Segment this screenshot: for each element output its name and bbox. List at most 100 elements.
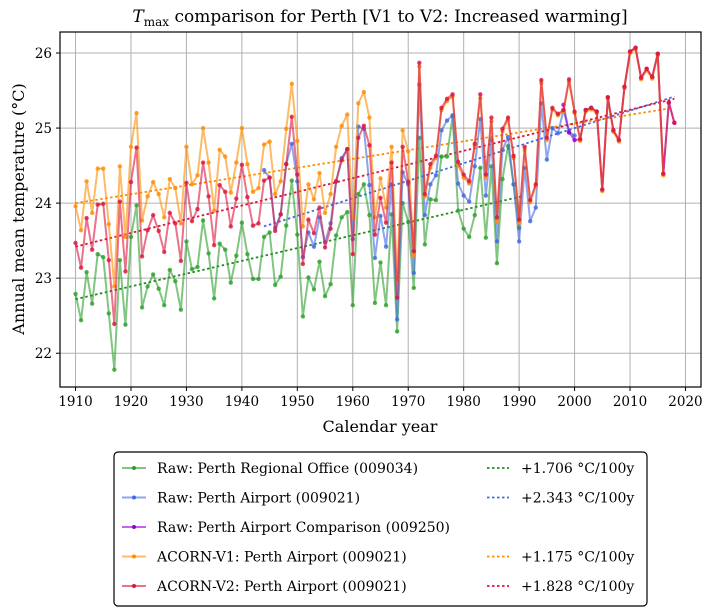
data-point [256, 276, 261, 282]
trend-line-1 [263, 95, 675, 228]
legend-label: Raw: Perth Airport Comparison (009250) [157, 520, 450, 536]
data-point [112, 367, 117, 372]
data-point [322, 245, 328, 250]
data-point [339, 215, 344, 220]
data-point [389, 144, 394, 150]
data-point [300, 224, 306, 229]
data-point [289, 141, 294, 147]
data-point [467, 234, 472, 240]
data-point [455, 208, 461, 213]
data-point [234, 196, 239, 201]
data-point [483, 235, 489, 240]
data-point [245, 194, 250, 200]
data-point [195, 206, 200, 212]
data-point [478, 165, 483, 171]
data-point [461, 193, 466, 198]
data-point [200, 218, 206, 223]
data-point [134, 203, 139, 208]
data-point [284, 161, 289, 167]
data-point [317, 259, 322, 264]
data-point [189, 182, 195, 187]
data-point [494, 219, 500, 225]
data-point [145, 194, 150, 199]
data-point [300, 261, 306, 267]
legend-marker [132, 554, 136, 559]
data-point [633, 45, 638, 50]
data-point [406, 219, 411, 225]
data-point [95, 166, 100, 171]
data-point [311, 244, 317, 249]
data-point [256, 221, 261, 226]
data-point [417, 60, 422, 65]
data-point [78, 318, 84, 323]
data-point [156, 228, 161, 234]
data-point [422, 212, 428, 218]
data-point [345, 209, 350, 215]
data-point [638, 75, 644, 80]
data-point [278, 179, 283, 184]
data-point [173, 278, 178, 284]
data-point [406, 149, 411, 154]
data-point [467, 179, 472, 184]
data-point [95, 251, 100, 257]
data-point [372, 232, 378, 237]
data-point [289, 81, 294, 86]
data-point [217, 241, 222, 246]
data-point [577, 137, 583, 142]
data-point [400, 144, 405, 150]
data-point [284, 223, 289, 228]
data-point [73, 240, 78, 246]
y-ticks: 22 23 24 25 26 [35, 46, 60, 362]
data-point [339, 123, 344, 129]
data-point [572, 109, 577, 114]
data-point [356, 135, 361, 141]
title-t: T [132, 7, 145, 27]
x-tick-label: 2000 [557, 394, 591, 410]
data-point [627, 49, 633, 54]
data-point [356, 101, 361, 106]
data-point [256, 185, 261, 191]
data-point [211, 208, 217, 213]
data-point [156, 191, 161, 197]
data-point [206, 251, 211, 256]
data-point [239, 125, 245, 131]
x-tick-label: 2020 [668, 394, 702, 410]
data-point [128, 234, 134, 240]
data-point [516, 239, 522, 244]
data-point [78, 227, 84, 233]
data-point [195, 173, 200, 178]
trend-lines [75, 95, 675, 301]
data-point [250, 189, 256, 195]
data-point [239, 220, 245, 225]
data-point [572, 133, 577, 138]
data-point [372, 300, 378, 306]
data-point [450, 92, 455, 97]
data-point [167, 267, 172, 273]
data-point [483, 193, 489, 198]
data-point [101, 254, 106, 260]
data-point [123, 322, 128, 327]
data-point [267, 175, 272, 180]
data-point [123, 269, 128, 274]
data-point [439, 154, 444, 159]
legend-marker [132, 525, 136, 529]
data-point [650, 74, 655, 80]
data-point [383, 302, 389, 308]
data-point [516, 217, 522, 222]
data-point [306, 275, 311, 280]
data-point [250, 223, 256, 228]
data-point [661, 171, 666, 177]
data-point [261, 234, 267, 240]
data-point [272, 191, 278, 197]
data-point [167, 176, 172, 182]
data-point [467, 199, 472, 204]
data-point [150, 179, 156, 185]
legend-trend-label: +1.175 °C/100y [521, 550, 634, 566]
data-point [478, 92, 483, 97]
data-point [333, 144, 339, 150]
title-subscript: max [144, 15, 170, 29]
data-point [489, 115, 494, 120]
data-point [394, 329, 400, 334]
data-point [184, 180, 189, 186]
data-series [73, 45, 677, 372]
